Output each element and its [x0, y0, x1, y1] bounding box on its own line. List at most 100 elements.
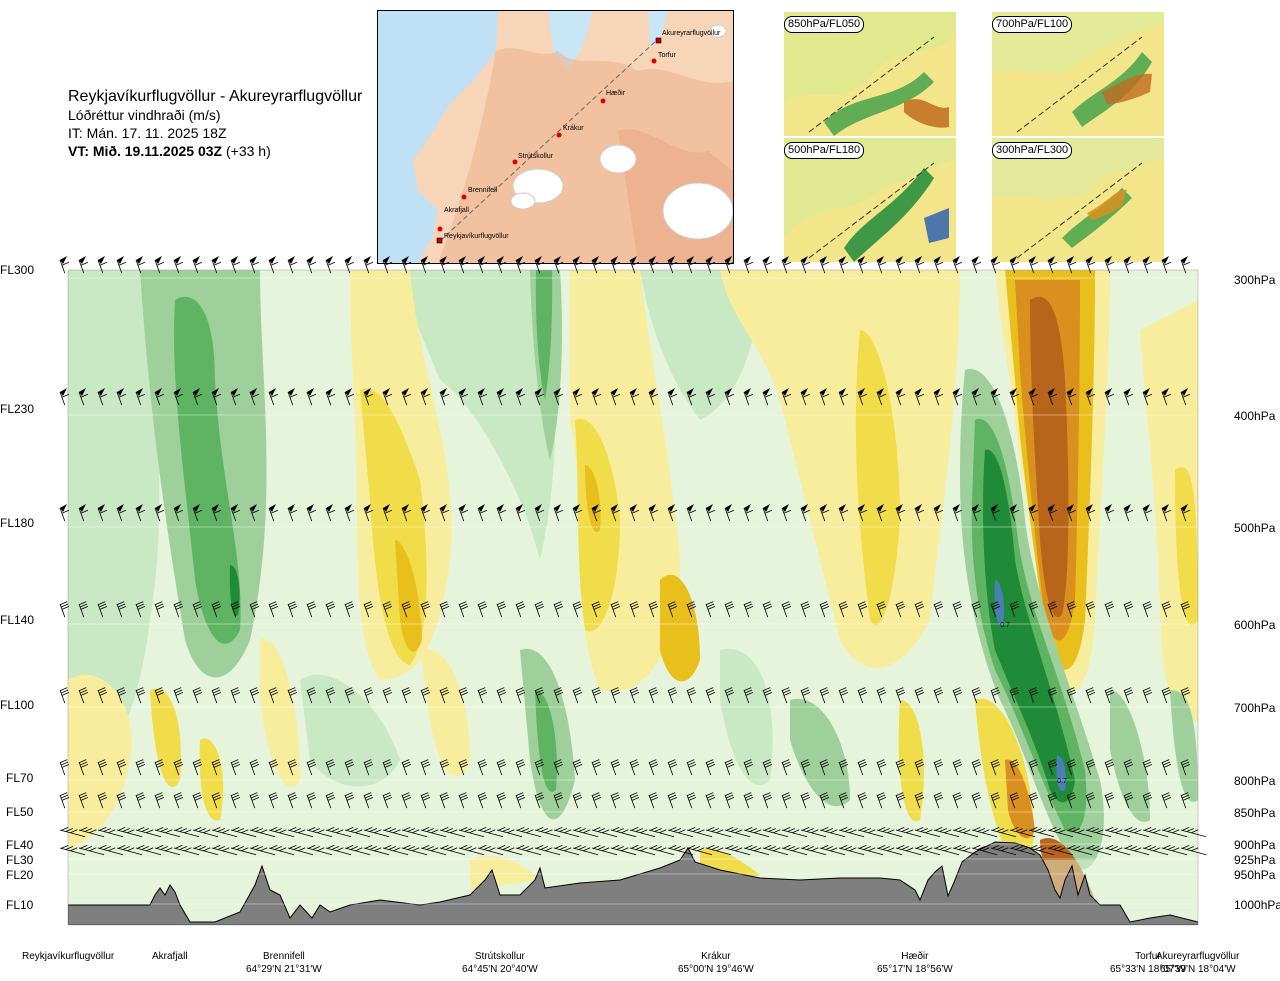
wind-barb: [496, 687, 507, 704]
wind-barb: [534, 759, 545, 776]
wind-barb: [1085, 826, 1112, 838]
hpa-label-950: 950hPa: [1234, 868, 1276, 882]
wind-barb: [477, 388, 488, 406]
fl-label-140: FL140: [0, 613, 35, 627]
wind-barb: [382, 687, 393, 704]
wind-barb: [97, 687, 108, 704]
wind-barb: [648, 504, 659, 522]
wind-barb: [230, 601, 241, 618]
mini-map-700[interactable]: 700hPa/FL100: [992, 12, 1164, 136]
mini-map-300[interactable]: 300hPa/FL300: [992, 138, 1164, 262]
wind-barb: [838, 388, 849, 406]
wind-barb: [610, 792, 621, 809]
wind-barb: [192, 504, 203, 522]
wind-barb: [249, 388, 260, 406]
wind-barb: [306, 256, 317, 274]
wind-barb: [268, 792, 279, 809]
wind-barb: [534, 388, 545, 406]
wind-barb: [344, 388, 355, 406]
wind-barb: [667, 687, 678, 704]
wind-barb: [135, 256, 146, 274]
wind-barb: [230, 504, 241, 522]
wind-barb: [97, 844, 124, 856]
wind-barb: [762, 687, 773, 704]
wind-barb: [1066, 792, 1077, 809]
wind-barb: [933, 759, 944, 776]
wind-barb: [534, 504, 545, 522]
wind-barb: [819, 504, 830, 522]
wind-barb: [857, 256, 868, 274]
wind-barb: [230, 388, 241, 406]
wind-barb: [1180, 792, 1191, 809]
wind-barb: [724, 256, 735, 274]
wind-barb: [667, 504, 678, 522]
wind-barb: [724, 504, 735, 522]
wind-barb: [610, 601, 621, 618]
wind-barb: [1161, 256, 1172, 274]
wind-barb: [1142, 388, 1153, 406]
wind-barb: [591, 792, 602, 809]
wind-barb: [382, 844, 409, 856]
wind-barb: [800, 844, 827, 856]
wind-barb: [1180, 826, 1207, 838]
wind-barb: [667, 256, 678, 274]
wind-barb: [458, 844, 485, 856]
wind-barb: [705, 844, 732, 856]
wind-barb: [173, 687, 184, 704]
wind-barb: [895, 504, 906, 522]
wind-barb: [629, 388, 640, 406]
route-map-svg: Akureyrarflugvöllur Torfur Hæðir Krákur …: [378, 11, 733, 263]
wind-barb: [515, 687, 526, 704]
fl-label-70: FL70: [6, 771, 34, 785]
wind-barb: [401, 792, 412, 809]
wind-barb: [914, 687, 925, 704]
wind-barb: [914, 256, 925, 274]
wind-barb: [1123, 759, 1134, 776]
wind-barb: [287, 759, 298, 776]
wind-barb: [819, 256, 830, 274]
wind-barb: [990, 687, 1001, 704]
wind-barb: [762, 826, 789, 838]
wind-barb: [1142, 759, 1153, 776]
wind-barb: [363, 687, 374, 704]
wind-barb: [686, 826, 713, 838]
wind-barb: [553, 256, 564, 274]
wind-barb: [1142, 687, 1153, 704]
wind-barb: [1047, 504, 1058, 522]
wind-barb: [154, 601, 165, 618]
wind-barb: [971, 759, 982, 776]
wind-barb: [401, 601, 412, 618]
wind-barb: [1066, 504, 1077, 522]
wind-barb: [971, 504, 982, 522]
wind-barb: [1104, 504, 1115, 522]
wind-barb: [1047, 601, 1058, 618]
hpa-label-1000: 1000hPa: [1234, 898, 1280, 912]
wind-barb: [173, 792, 184, 809]
wind-barb: [686, 256, 697, 274]
wind-barb: [1104, 759, 1115, 776]
wind-barb: [1123, 687, 1134, 704]
wind-barb: [819, 759, 830, 776]
mini-map-850[interactable]: 850hPa/FL050: [784, 12, 956, 136]
station-akureyri: Akureyrarflugvöllur 65°39'N 18°04'W: [1156, 950, 1239, 976]
wind-barb: [610, 759, 621, 776]
wind-barb: [952, 759, 963, 776]
wind-barb: [591, 844, 618, 856]
mini-map-500[interactable]: 500hPa/FL180: [784, 138, 956, 262]
wind-barb: [534, 256, 545, 274]
station-coord: 65°00'N 19°46'W: [678, 964, 754, 975]
wind-barb: [515, 792, 526, 809]
wind-barb: [59, 504, 70, 522]
wind-barb: [933, 792, 944, 809]
wind-barb: [572, 844, 599, 856]
wind-barb: [458, 388, 469, 406]
wind-barb: [933, 388, 944, 406]
wind-barb: [1009, 601, 1020, 618]
wind-barb: [1028, 826, 1055, 838]
wind-barb: [667, 601, 678, 618]
wind-barb: [439, 844, 466, 856]
wind-barb: [553, 687, 564, 704]
wind-barb: [249, 601, 260, 618]
wind-barb: [1066, 601, 1077, 618]
valid-time: VT: Mið. 19.11.2025 03Z (+33 h): [68, 142, 362, 160]
